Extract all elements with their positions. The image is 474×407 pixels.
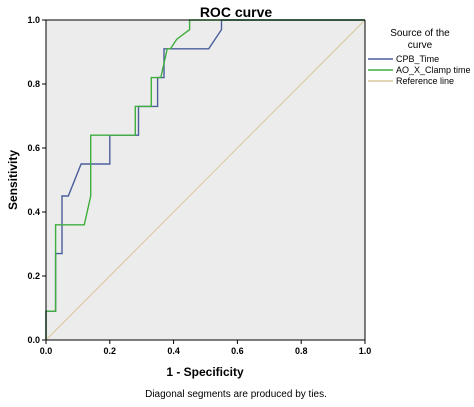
series-line-reference-line bbox=[45, 19, 366, 341]
legend-label-reference-line: Reference line bbox=[396, 76, 454, 86]
legend-title-line-1: Source of the bbox=[390, 28, 450, 39]
y-tick-label: 0.0 bbox=[27, 335, 40, 345]
series-layer bbox=[45, 19, 366, 341]
series-line-cpb-time bbox=[45, 19, 365, 340]
y-tick-label: 0.6 bbox=[27, 143, 40, 153]
y-axis-ticks: 0.0 0.2 0.4 0.6 0.8 1.0 bbox=[27, 15, 46, 345]
x-axis-ticks: 0.0 0.2 0.4 0.6 0.8 1.0 bbox=[40, 340, 372, 356]
legend-label-ao-x-clamp-time: AO_X_Clamp time bbox=[396, 65, 471, 75]
y-tick-label: 0.2 bbox=[27, 271, 40, 281]
y-axis-title: Sensitivity bbox=[6, 150, 20, 210]
footnote: Diagonal segments are produced by ties. bbox=[145, 389, 327, 400]
legend-title-line-2: curve bbox=[408, 40, 433, 51]
x-tick-label: 1.0 bbox=[359, 346, 372, 356]
plot-area: 0.0 0.2 0.4 0.6 0.8 1.0 0.0 0.2 0.4 0.6 0.8 1.0 bbox=[27, 15, 371, 356]
x-tick-label: 0.6 bbox=[231, 346, 244, 356]
x-axis-title: 1 - Specificity bbox=[166, 365, 244, 379]
series-line-ao-x-clamp-time bbox=[45, 19, 365, 340]
legend-label-cpb-time: CPB_Time bbox=[396, 54, 439, 64]
chart-title: ROC curve bbox=[200, 4, 273, 20]
x-tick-label: 0.0 bbox=[40, 346, 53, 356]
x-tick-label: 0.2 bbox=[104, 346, 117, 356]
y-tick-label: 0.8 bbox=[27, 79, 40, 89]
x-tick-label: 0.8 bbox=[295, 346, 308, 356]
x-tick-label: 0.4 bbox=[167, 346, 180, 356]
y-tick-label: 0.4 bbox=[27, 207, 40, 217]
y-tick-label: 1.0 bbox=[27, 15, 40, 25]
